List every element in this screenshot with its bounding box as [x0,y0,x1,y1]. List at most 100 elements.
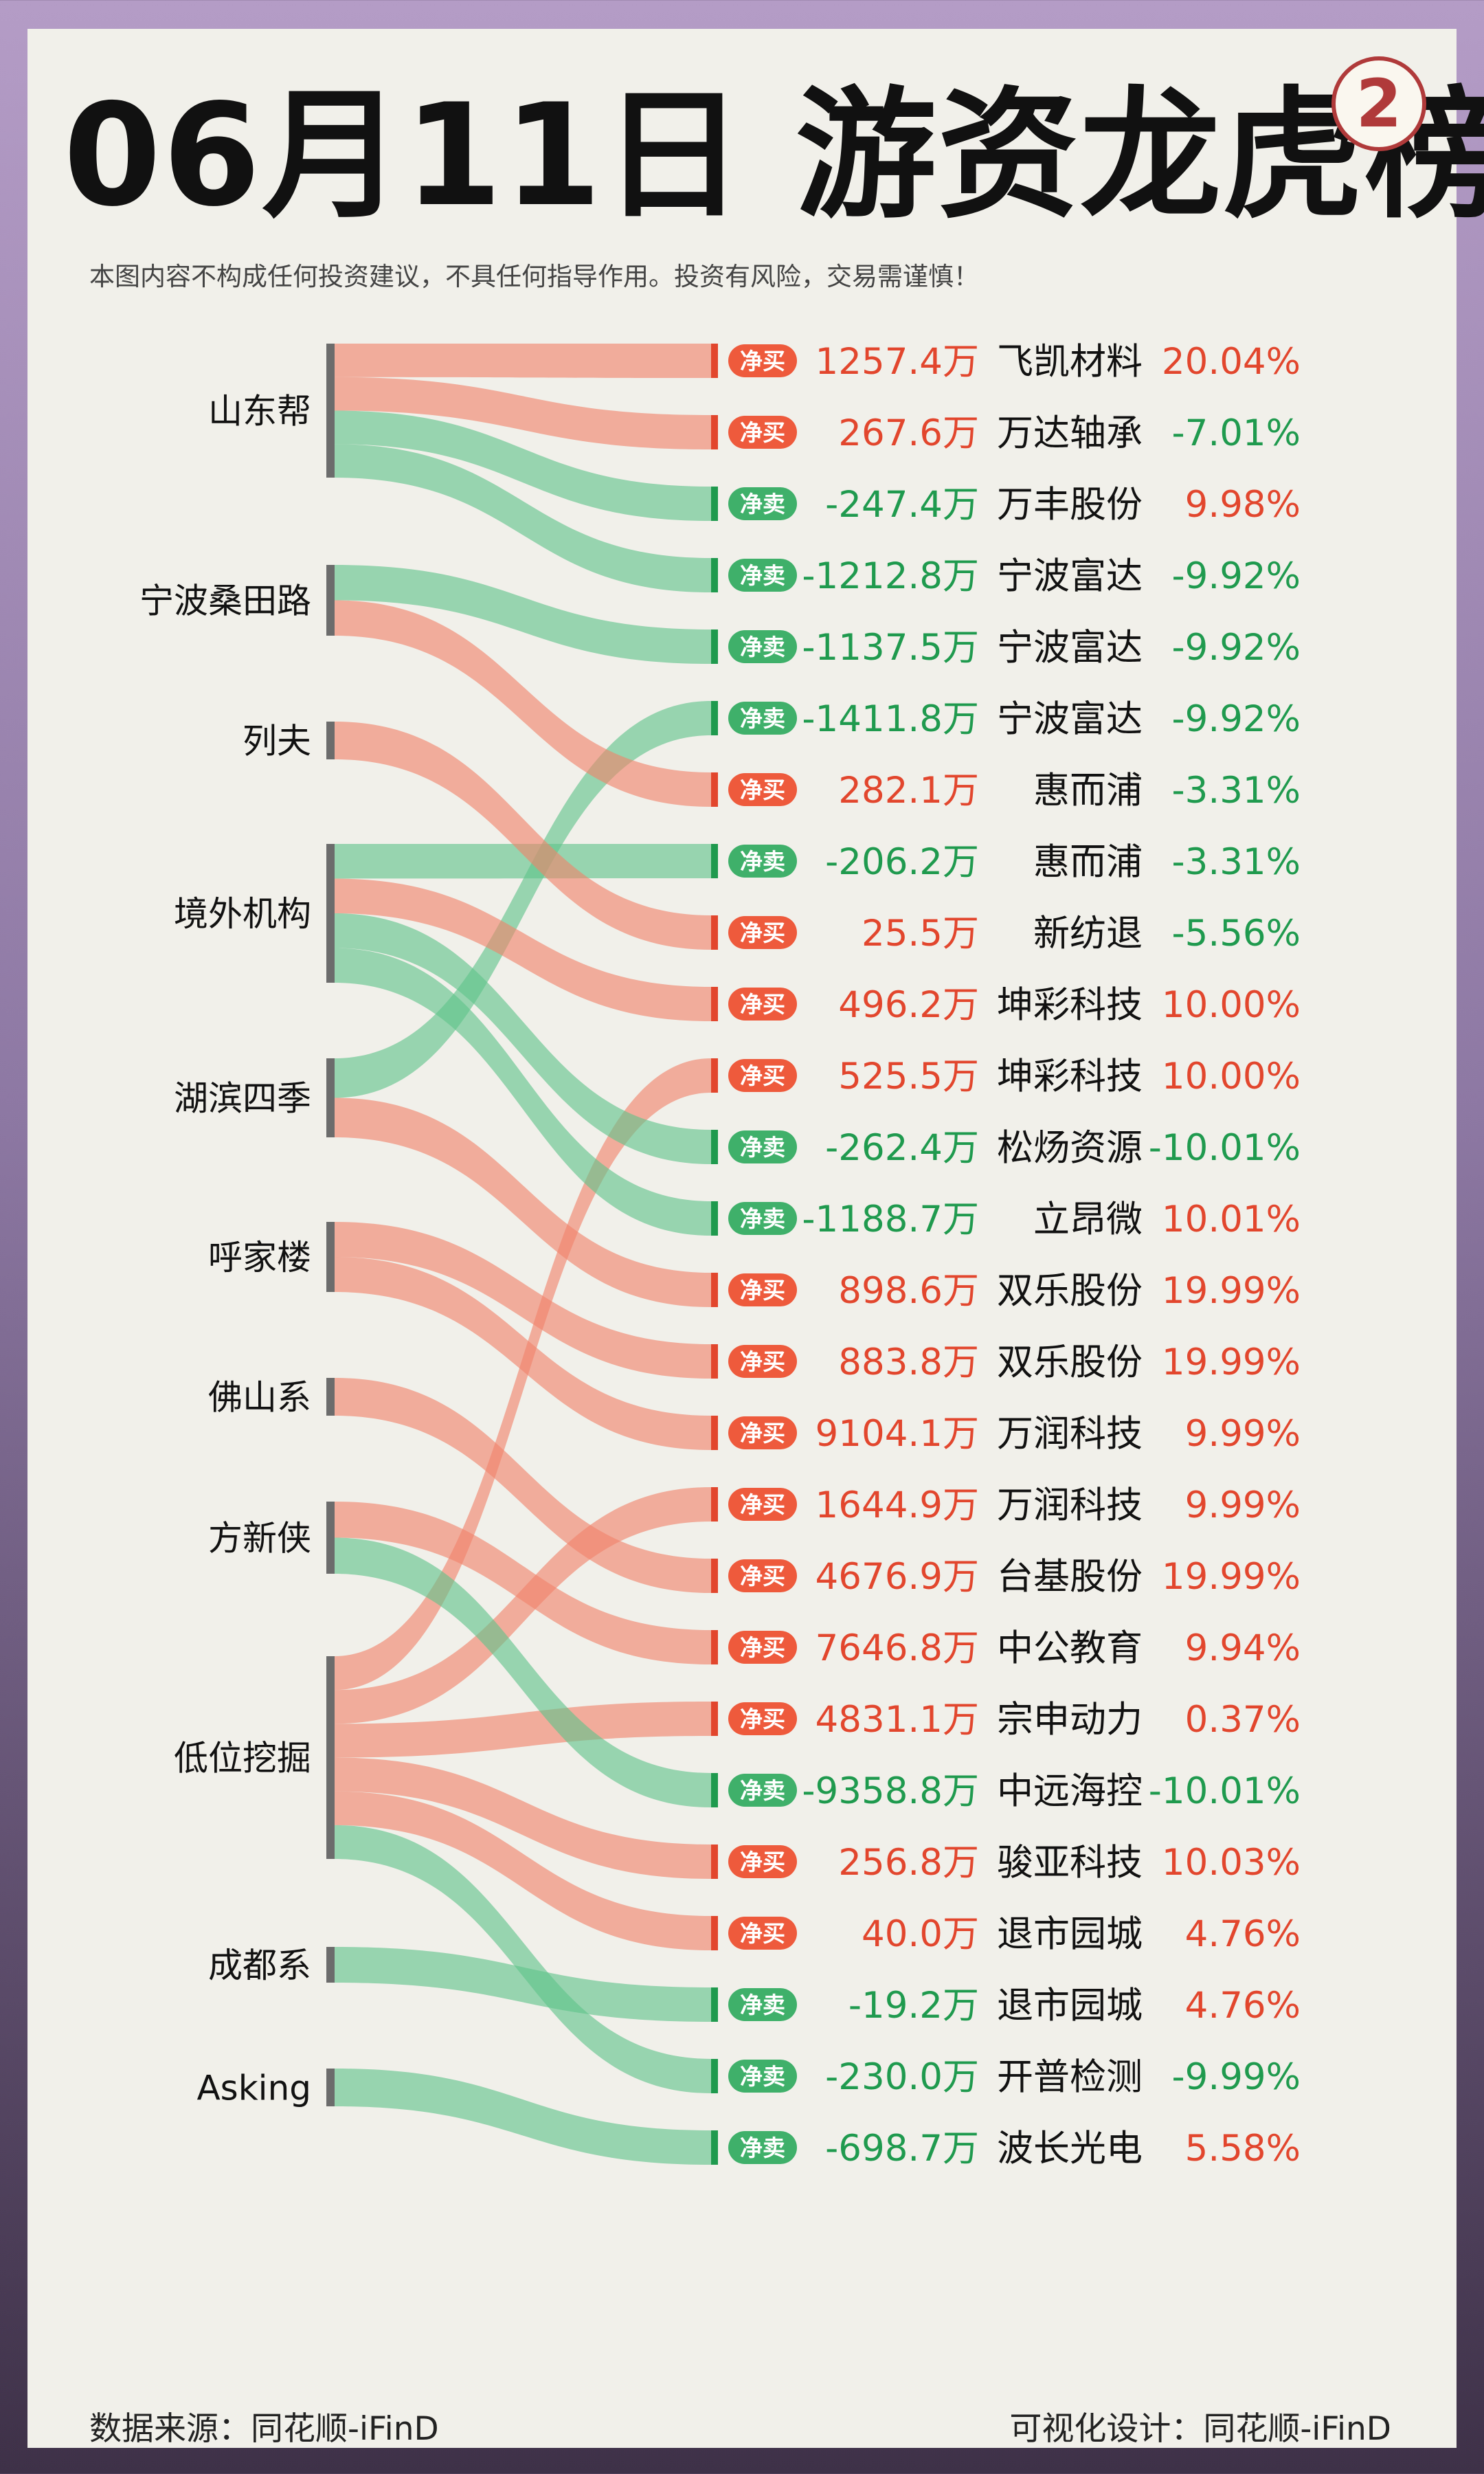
target-node-bar [711,1916,718,1950]
source-node-bar [326,722,335,759]
net-buy-tag [728,344,797,377]
target-node-bar [711,987,718,1021]
tag-label: 净卖 [740,634,785,660]
change-percent: -10.01% [1149,1770,1301,1812]
disclaimer-text: 本图内容不构成任何投资建议，不具任何指导作用。投资有风险，交易需谨慎！ [89,262,979,291]
stock-name: 坤彩科技 [997,1056,1143,1097]
amount-label: -1137.5万 [802,627,979,669]
flow-link [335,1825,711,2093]
source-label: 成都系 [208,1946,311,1985]
net-buy-tag [728,1917,797,1950]
stock-name: 退市园城 [997,1913,1143,1955]
target-row: 净卖 -262.4万 松炀资源 -10.01% [711,1127,1301,1169]
amount-label: -698.7万 [825,2128,979,2170]
tag-label: 净卖 [740,1134,785,1161]
source-node-bar [326,1656,335,1859]
flow-link [335,344,711,378]
net-buy-tag [728,916,797,949]
net-buy-tag [728,1559,797,1592]
net-sell-tag [728,487,797,520]
target-row: 净买 4676.9万 台基股份 19.99% [711,1556,1301,1598]
target-row: 净买 883.8万 双乐股份 19.99% [711,1341,1301,1383]
flow-link [335,600,711,807]
target-row: 净卖 -230.0万 开普检测 -9.99% [711,2056,1301,2098]
net-sell-tag [728,845,797,878]
tag-label: 净买 [740,1849,785,1875]
stock-name: 新纺退 [1033,913,1143,955]
target-node-bar [711,1416,718,1450]
amount-label: 7646.8万 [816,1627,979,1669]
stock-name: 立昂微 [1033,1199,1143,1240]
flow-link [335,1791,711,1950]
stock-name: 中远海控 [997,1770,1143,1812]
target-node-bar [711,1201,718,1236]
amount-label: 256.8万 [838,1842,979,1884]
change-percent: 0.37% [1185,1699,1301,1741]
amount-label: 282.1万 [838,770,979,812]
design-credit-note: 可视化设计：同花顺-iFinD [1009,2410,1391,2448]
target-row: 净买 7646.8万 中公教育 9.94% [711,1627,1301,1669]
tag-label: 净卖 [740,705,785,732]
net-sell-tag [728,1988,797,2021]
target-row: 净卖 -247.4万 万丰股份 9.98% [711,484,1301,526]
target-node-bar [711,2130,718,2165]
change-percent: 4.76% [1185,1913,1301,1955]
target-node-bar [711,1130,718,1164]
change-percent: 19.99% [1162,1270,1301,1312]
target-node-bar [711,1987,718,2022]
target-node-bar [711,344,718,378]
net-sell-tag [728,2060,797,2093]
flow-link [335,1502,711,1664]
flow-link [335,565,711,664]
change-percent: 10.00% [1162,1056,1301,1097]
stock-name: 惠而浦 [1033,841,1143,883]
flow-link [335,1378,711,1593]
data-source-note: 数据来源：同花顺-iFinD [89,2410,439,2448]
tag-label: 净买 [740,419,785,446]
flow-link [335,377,711,449]
stock-name: 惠而浦 [1033,770,1143,812]
tag-label: 净卖 [740,491,785,517]
tag-label: 净买 [740,1491,785,1518]
tag-label: 净卖 [740,562,785,589]
stock-name: 坤彩科技 [997,984,1143,1026]
change-percent: 10.03% [1162,1842,1301,1884]
tag-label: 净买 [740,1920,785,1947]
target-node-bar [711,1702,718,1736]
change-percent: 9.98% [1185,484,1301,526]
flow-link [335,948,711,1236]
net-buy-tag [728,1345,797,1378]
stock-name: 万润科技 [997,1484,1143,1526]
source-node-bar [326,1947,335,1983]
change-percent: -9.99% [1172,2056,1301,2098]
stock-name: 万丰股份 [997,484,1143,526]
amount-label: -19.2万 [848,1985,979,2027]
tag-label: 净买 [740,348,785,375]
flow-link [335,1058,711,1691]
amount-label: 898.6万 [838,1270,979,1312]
change-percent: 9.99% [1185,1484,1301,1526]
tag-label: 净卖 [740,848,785,875]
target-row: 净买 25.5万 新纺退 -5.56% [711,913,1301,955]
tag-label: 净买 [740,1563,785,1590]
source-label: 列夫 [243,722,311,761]
tag-label: 净买 [740,1277,785,1304]
stock-name: 宁波富达 [997,627,1143,669]
source-label: 方新侠 [208,1519,311,1559]
amount-label: -1188.7万 [802,1199,979,1240]
stock-name: 万润科技 [997,1413,1143,1455]
target-node-bar [711,701,718,735]
target-node-bar [711,844,718,878]
target-node-bar [711,1058,718,1093]
target-row: 净买 40.0万 退市园城 4.76% [711,1913,1301,1955]
amount-label: -230.0万 [825,2056,979,2098]
target-row: 净卖 -1411.8万 宁波富达 -9.92% [711,698,1301,740]
stock-name: 退市园城 [997,1985,1143,2027]
target-node-bar [711,1487,718,1522]
change-percent: -9.92% [1172,627,1301,669]
net-sell-tag [728,1202,797,1235]
tag-label: 净买 [740,1062,785,1089]
net-buy-tag [728,1416,797,1449]
target-node-bar [711,1845,718,1879]
